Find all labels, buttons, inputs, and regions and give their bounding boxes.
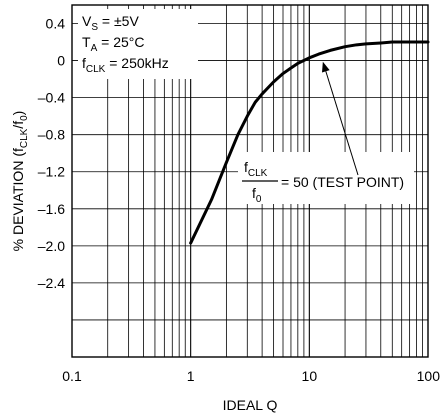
condition-fclk: fCLK = 250kHz [82, 55, 169, 75]
y-tick-label: –0.8 [38, 127, 65, 143]
annotation-arrow [325, 71, 359, 176]
condition-vs: VS = ±5V [82, 13, 139, 33]
y-tick-label: –1.6 [38, 201, 65, 217]
x-tick-label: 10 [302, 368, 318, 384]
annotation-numerator: fCLK [244, 159, 268, 179]
x-tick-label: 1 [187, 368, 195, 384]
conditions-background [78, 9, 198, 79]
annotation-arrow-head [321, 61, 330, 73]
y-tick-label: –0.4 [38, 90, 65, 106]
annotation-text: = 50 (TEST POINT) [281, 174, 404, 190]
y-tick-label: –1.2 [38, 164, 65, 180]
x-tick-label: 0.1 [62, 368, 82, 384]
y-tick-label: –2.0 [38, 238, 65, 254]
x-axis-title: IDEAL Q [223, 397, 278, 413]
annotation-denominator: f0 [252, 185, 262, 205]
y-axis-title: % DEVIATION (fCLK/f0) [10, 111, 30, 252]
y-tick-label: –2.4 [38, 275, 65, 291]
x-tick-label: 100 [417, 368, 441, 384]
y-tick-labels: 0.4 0 –0.4 –0.8 –1.2 –1.6 –2.0 –2.4 [38, 16, 65, 291]
series-line [189, 40, 430, 245]
x-tick-labels: 0.1 1 10 100 [62, 368, 440, 384]
plot-frame [71, 4, 429, 358]
annotation-background [238, 152, 414, 204]
y-tick-label: 0 [57, 53, 65, 69]
condition-ta: TA = 25°C [82, 34, 144, 54]
y-tick-label: 0.4 [46, 16, 66, 32]
